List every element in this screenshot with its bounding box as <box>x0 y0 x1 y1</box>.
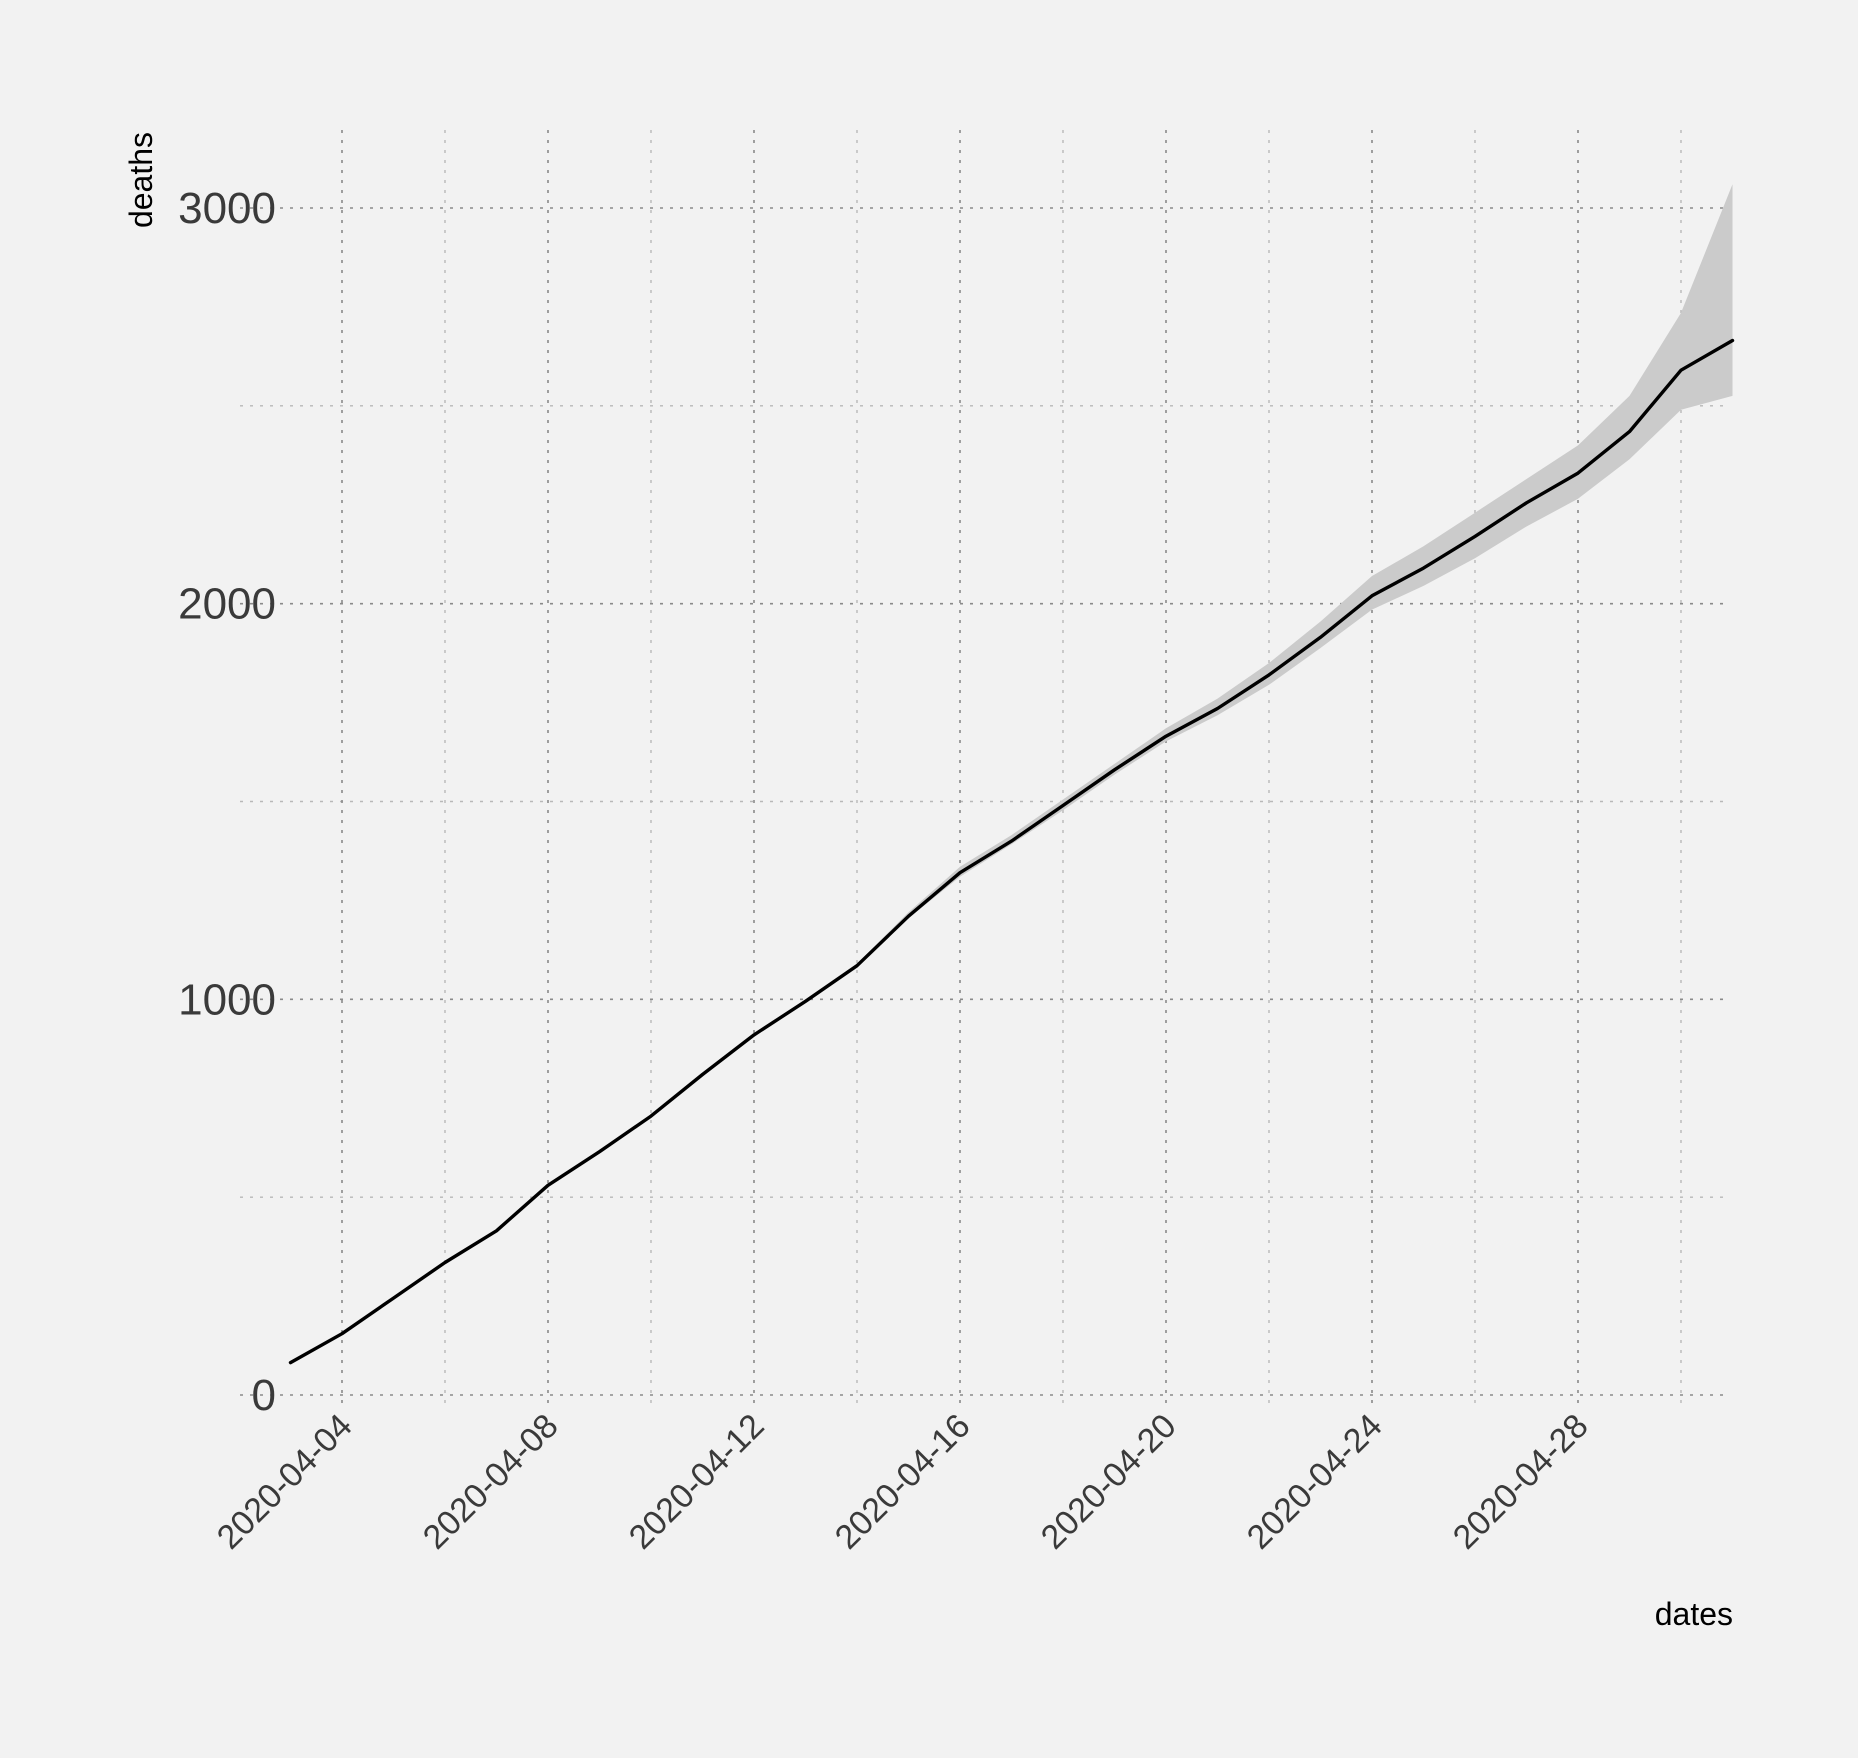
x-tick-label: 2020-04-20 <box>1034 1407 1184 1557</box>
confidence-band <box>290 184 1733 1363</box>
confidence-band-layer <box>290 184 1733 1363</box>
y-tick-label: 1000 <box>178 975 276 1024</box>
x-tick-label: 2020-04-12 <box>622 1407 772 1557</box>
x-axis-title: dates <box>1655 1596 1733 1632</box>
x-tick-label: 2020-04-08 <box>416 1407 566 1557</box>
y-tick-label: 3000 <box>178 184 276 233</box>
grid-lines <box>240 130 1730 1403</box>
x-tick-label: 2020-04-24 <box>1240 1407 1390 1557</box>
x-tick-label: 2020-04-16 <box>828 1407 978 1557</box>
series-line <box>288 338 1735 1365</box>
y-tick-label: 0 <box>252 1371 276 1420</box>
x-tick-label: 2020-04-04 <box>210 1407 360 1557</box>
x-axis-ticks: 2020-04-04 2020-04-08 2020-04-12 2020-04-16… <box>210 1407 1596 1557</box>
y-axis-ticks: 0 1000 2000 3000 <box>178 184 276 1420</box>
y-axis-title: deaths <box>123 132 159 228</box>
series-line-layer <box>288 338 1735 1365</box>
x-tick-label: 2020-04-28 <box>1446 1407 1596 1557</box>
y-tick-label: 2000 <box>178 580 276 629</box>
